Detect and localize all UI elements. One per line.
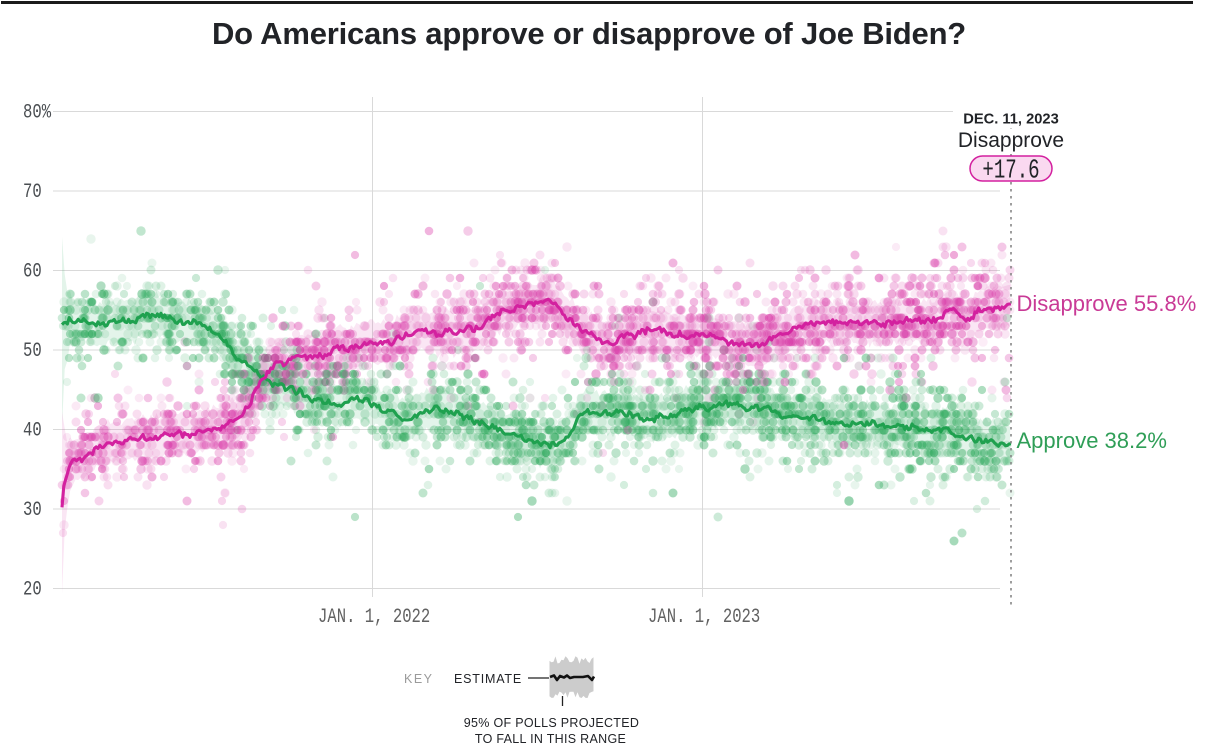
svg-text:80%: 80%: [23, 102, 51, 124]
svg-text:DEC. 11, 2023: DEC. 11, 2023: [963, 112, 1059, 128]
svg-text:40: 40: [23, 420, 42, 442]
svg-text:ESTIMATE: ESTIMATE: [454, 672, 522, 686]
svg-text:KEY: KEY: [404, 672, 434, 686]
svg-text:20: 20: [23, 579, 42, 601]
svg-text:95% OF POLLS PROJECTED: 95% OF POLLS PROJECTED: [464, 716, 639, 730]
svg-text:50: 50: [23, 340, 42, 362]
svg-text:30: 30: [23, 499, 42, 521]
svg-text:Approve 38.2%: Approve 38.2%: [1017, 428, 1167, 453]
svg-text:Disapprove 55.8%: Disapprove 55.8%: [1017, 291, 1197, 316]
svg-text:JAN. 1, 2023: JAN. 1, 2023: [648, 606, 760, 628]
svg-text:JAN. 1, 2022: JAN. 1, 2022: [318, 606, 430, 628]
svg-text:70: 70: [23, 181, 42, 203]
svg-text:Disapprove: Disapprove: [958, 129, 1064, 152]
svg-text:Do Americans approve or disapp: Do Americans approve or disapprove of Jo…: [212, 16, 966, 51]
svg-text:+17.6: +17.6: [982, 155, 1039, 185]
svg-text:TO FALL IN THIS RANGE: TO FALL IN THIS RANGE: [475, 732, 626, 746]
svg-text:60: 60: [23, 261, 42, 283]
